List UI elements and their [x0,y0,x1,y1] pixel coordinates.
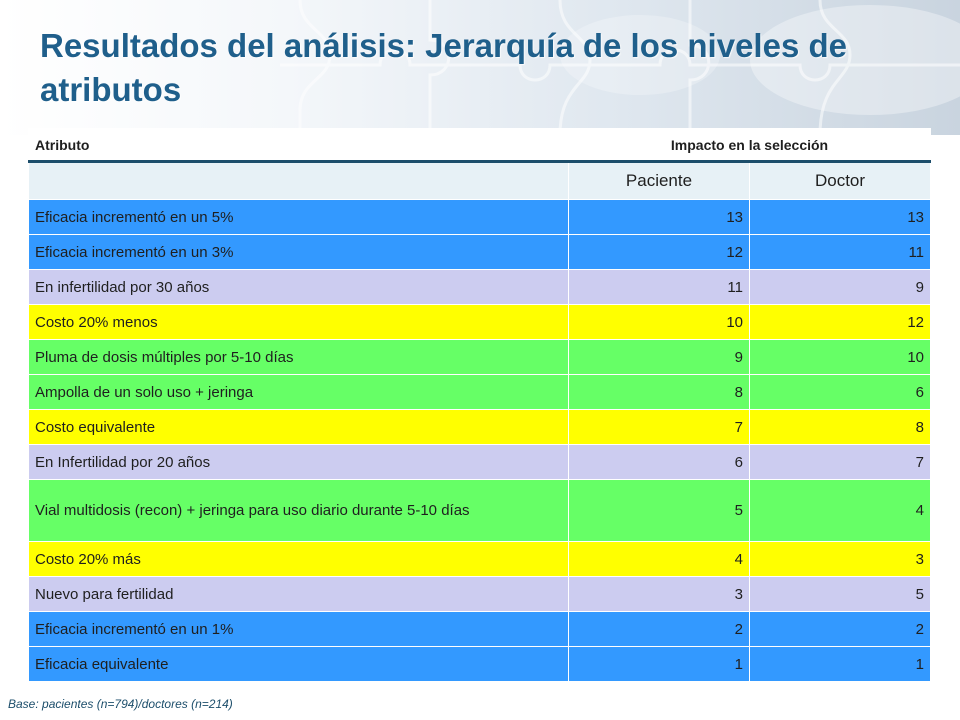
attribute-cell: Costo 20% menos [28,304,569,340]
patient-rank-cell: 11 [568,269,750,305]
table-row: Eficacia equivalente 1 1 [28,646,932,682]
doctor-rank-cell: 9 [748,269,932,305]
puzzle-decoration [280,0,960,135]
doctor-rank-cell: 8 [748,409,932,445]
footnote: Base: pacientes (n=794)/doctores (n=214) [8,697,233,711]
table-row: Nuevo para fertilidad 3 5 [28,576,932,612]
attribute-cell: Eficacia incrementó en un 3% [28,234,569,270]
attribute-cell: En infertilidad por 30 años [28,269,569,305]
header-background [0,0,960,135]
table-row: En infertilidad por 30 años 11 9 [28,269,932,305]
attribute-cell: En Infertilidad por 20 años [28,444,569,480]
doctor-rank-cell: 1 [748,646,932,682]
attribute-cell: Eficacia equivalente [28,646,569,682]
attribute-cell: Pluma de dosis múltiples por 5-10 días [28,339,569,375]
patient-rank-cell: 9 [568,339,750,375]
table-row: Eficacia incrementó en un 1% 2 2 [28,611,932,647]
doctor-rank-cell: 13 [748,199,932,235]
page-title: Resultados del análisis: Jerarquía de lo… [40,27,847,108]
patient-rank-cell: 7 [568,409,750,445]
attribute-cell: Costo equivalente [28,409,569,445]
patient-rank-cell: 12 [568,234,750,270]
patient-rank-cell: 6 [568,444,750,480]
patient-rank-cell: 8 [568,374,750,410]
table-row: Costo 20% menos 10 12 [28,304,932,340]
attribute-cell: Ampolla de un solo uso + jeringa [28,374,569,410]
doctor-rank-cell: 5 [748,576,932,612]
patient-rank-cell: 4 [568,541,750,577]
table-row: Ampolla de un solo uso + jeringa 8 6 [28,374,932,410]
attribute-cell: Nuevo para fertilidad [28,576,569,612]
patient-rank-cell: 13 [568,199,750,235]
table-header-row: Atributo Impacto en la selección [28,128,932,163]
doctor-rank-cell: 7 [748,444,932,480]
table-subheader-row: Paciente Doctor [28,161,932,200]
header-impact: Impacto en la selección [567,128,932,163]
patient-rank-cell: 3 [568,576,750,612]
doctor-rank-cell: 2 [748,611,932,647]
patient-rank-cell: 1 [568,646,750,682]
table-row: En Infertilidad por 20 años 6 7 [28,444,932,480]
doctor-rank-cell: 6 [748,374,932,410]
table-row: Costo equivalente 7 8 [28,409,932,445]
doctor-rank-cell: 4 [748,479,932,542]
table-row: Costo 20% más 4 3 [28,541,932,577]
attribute-cell: Eficacia incrementó en un 1% [28,611,569,647]
table-row: Eficacia incrementó en un 3% 12 11 [28,234,932,270]
table-row: Pluma de dosis múltiples por 5-10 días 9 1… [28,339,932,375]
doctor-rank-cell: 12 [748,304,932,340]
table-row: Vial multidosis (recon) + jeringa para u… [28,479,932,542]
subheader-empty-cell [28,161,569,200]
attribute-cell: Costo 20% más [28,541,569,577]
attribute-cell: Vial multidosis (recon) + jeringa para u… [28,479,569,542]
subheader-doctor: Doctor [748,161,932,200]
patient-rank-cell: 5 [568,479,750,542]
doctor-rank-cell: 10 [748,339,932,375]
header-attribute: Atributo [28,128,569,163]
attribute-cell: Eficacia incrementó en un 5% [28,199,569,235]
doctor-rank-cell: 3 [748,541,932,577]
doctor-rank-cell: 11 [748,234,932,270]
patient-rank-cell: 2 [568,611,750,647]
subheader-patient: Paciente [568,161,750,200]
table-row: Eficacia incrementó en un 5% 13 13 [28,199,932,235]
patient-rank-cell: 10 [568,304,750,340]
results-table: Atributo Impacto en la selección Pacient… [28,128,932,682]
